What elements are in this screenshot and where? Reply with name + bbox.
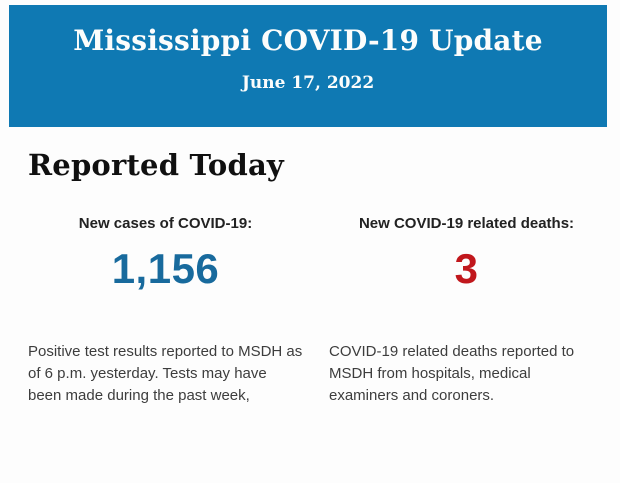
date-subtitle: June 17, 2022 xyxy=(241,73,375,93)
stats-grid: New cases of COVID-19: 1,156 Positive te… xyxy=(0,215,620,407)
stat-description: Positive test results reported to MSDH a… xyxy=(28,343,303,404)
page-title: Mississippi COVID-19 Update xyxy=(73,24,543,57)
stat-value: 1,156 xyxy=(111,245,220,292)
stat-value: 3 xyxy=(454,245,479,292)
stat-description: COVID-19 related deaths reported to MSDH… xyxy=(329,343,575,404)
header-banner: Mississippi COVID-19 Update June 17, 202… xyxy=(9,5,607,127)
section-heading: Reported Today xyxy=(28,148,284,182)
stat-label: New cases of COVID-19: xyxy=(78,215,253,232)
stat-label: New COVID-19 related deaths: xyxy=(358,215,575,232)
stat-card-new-cases: New cases of COVID-19: 1,156 Positive te… xyxy=(28,215,303,407)
stat-card-new-deaths: New COVID-19 related deaths: 3 COVID-19 … xyxy=(329,215,604,407)
